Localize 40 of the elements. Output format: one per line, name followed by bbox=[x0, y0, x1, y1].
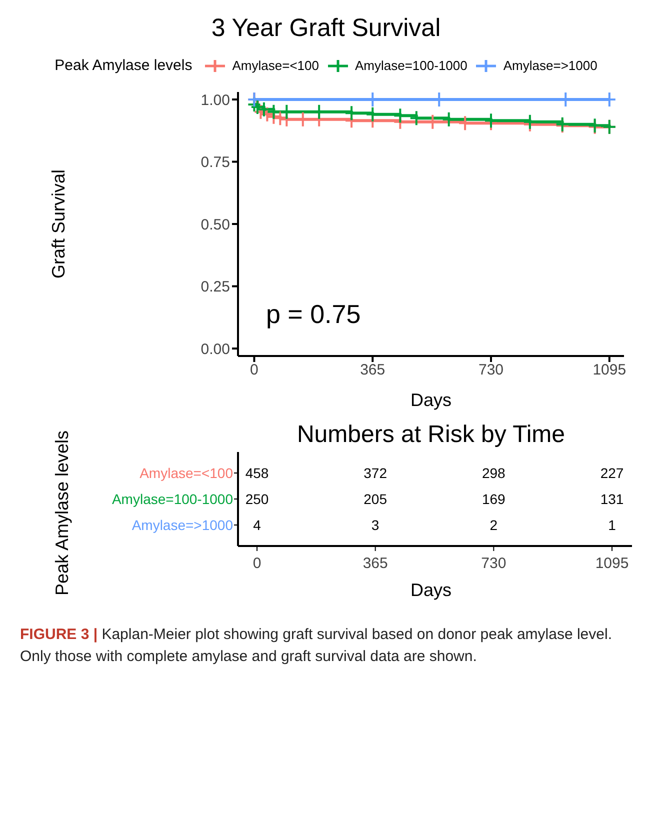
legend-label: Amylase=100-1000 bbox=[354, 58, 468, 73]
legend-label: Amylase=>1000 bbox=[503, 58, 598, 73]
chart-title: Numbers at Risk by Time bbox=[296, 421, 566, 448]
y-axis-title: Peak Amylase levels bbox=[52, 430, 72, 596]
legend-title: Peak Amylase levels bbox=[54, 57, 192, 74]
y-tick-label: Amylase=100-1000 bbox=[112, 491, 234, 507]
y-tick-label: 0.50 bbox=[200, 216, 230, 234]
x-tick-label: 0 bbox=[252, 555, 262, 572]
x-tick-label: 0 bbox=[250, 362, 258, 379]
x-tick-label: 730 bbox=[478, 362, 504, 379]
y-tick-label: 1.00 bbox=[200, 92, 230, 109]
y-axis-title: Graft Survival bbox=[48, 169, 68, 279]
data-label: 205 bbox=[364, 491, 388, 507]
x-tick-label: 365 bbox=[360, 362, 386, 379]
data-label: 458 bbox=[245, 465, 269, 481]
data-label: 3 bbox=[371, 517, 380, 533]
data-label: 372 bbox=[364, 465, 388, 481]
y-tick-label: 0.25 bbox=[200, 278, 230, 296]
y-tick-label: 0.75 bbox=[200, 154, 230, 172]
y-tick-label: 0.00 bbox=[200, 340, 230, 358]
data-label: 227 bbox=[600, 465, 624, 481]
chart-title: 3 Year Graft Survival bbox=[210, 14, 442, 43]
y-tick-label: Amylase=>1000 bbox=[132, 517, 234, 533]
data-label: 169 bbox=[482, 491, 506, 507]
data-label: 131 bbox=[600, 491, 624, 507]
x-tick-label: 1095 bbox=[592, 362, 626, 379]
y-tick-label: Amylase=<100 bbox=[140, 465, 234, 481]
x-tick-label: 1095 bbox=[595, 555, 629, 572]
x-tick-label: 365 bbox=[362, 555, 388, 572]
x-axis-title: Days bbox=[410, 390, 452, 410]
data-label: 298 bbox=[482, 465, 506, 481]
data-label: 250 bbox=[245, 491, 269, 507]
x-axis-title: Days bbox=[410, 580, 452, 600]
annotation: p = 0.75 bbox=[266, 299, 361, 330]
data-label: 4 bbox=[253, 517, 262, 533]
data-label: 1 bbox=[608, 517, 616, 533]
legend-label: Amylase=<100 bbox=[232, 58, 319, 73]
data-label: 2 bbox=[490, 517, 498, 533]
x-tick-label: 730 bbox=[481, 555, 506, 572]
caption: FIGURE 3 | Kaplan-Meier plot showing graft survival based on donor peak amylase level. Only those with complete amylase and graft survival data are shown. bbox=[19, 625, 613, 667]
